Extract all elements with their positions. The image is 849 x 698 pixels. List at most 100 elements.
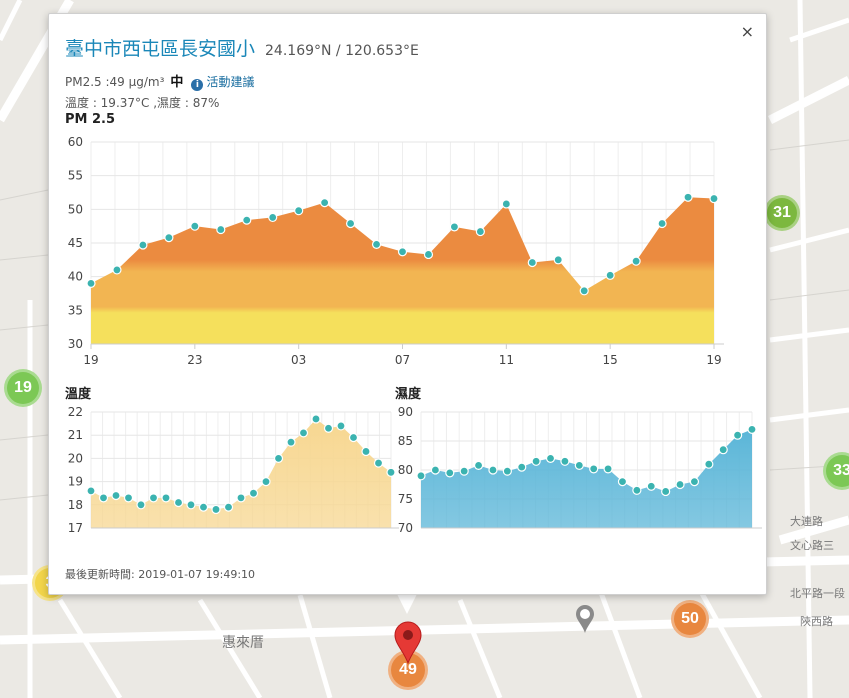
data-point <box>416 471 426 481</box>
data-point <box>190 221 200 231</box>
pm25-chart: 30 35 40 45 50 55 60 19 23 03 07 11 15 19 <box>68 135 724 367</box>
data-point <box>675 479 685 490</box>
y-tick-label: 70 <box>398 521 413 535</box>
x-tick-label: 15 <box>603 353 618 367</box>
x-tick-label: 19 <box>706 353 721 367</box>
popup-tail <box>396 592 418 614</box>
y-tick-label: 20 <box>68 451 83 465</box>
data-point <box>423 249 434 260</box>
data-point <box>148 493 159 503</box>
weather-summary: 溫度 : 19.37°C ,濕度 : 87% <box>65 96 220 110</box>
data-point <box>361 446 371 457</box>
aqi-marker[interactable]: 33 <box>823 452 849 490</box>
info-icon[interactable]: i <box>191 79 204 91</box>
data-point <box>173 497 184 508</box>
data-point <box>488 465 498 475</box>
street-label: 大連路 <box>790 515 823 528</box>
data-point <box>164 233 174 243</box>
data-point <box>430 465 440 475</box>
station-coordinates: 24.169°N / 120.653°E <box>265 43 419 59</box>
temperature-chart-label: 溫度 <box>65 387 92 402</box>
street-label: 陝西路 <box>800 615 833 628</box>
data-point <box>112 265 122 275</box>
activity-advice-link[interactable]: 活動建議 <box>206 75 255 89</box>
aqi-marker[interactable]: 50 <box>671 600 709 638</box>
data-point <box>198 502 209 512</box>
data-point <box>683 192 693 202</box>
data-point <box>473 460 484 470</box>
data-point <box>704 459 714 469</box>
data-point <box>603 464 613 474</box>
x-tick-label: 19 <box>83 353 98 367</box>
y-tick-label: 80 <box>398 463 413 477</box>
y-tick-label: 45 <box>68 236 83 250</box>
data-point <box>386 467 396 477</box>
data-point <box>268 212 278 223</box>
pm25-value: PM2.5 :49 μg/m³ <box>65 75 165 89</box>
data-point <box>689 476 700 487</box>
data-point <box>502 466 512 476</box>
data-point <box>646 481 656 491</box>
area-series <box>91 197 714 344</box>
data-point <box>371 239 382 249</box>
station-title[interactable]: 臺中市西屯區長安國小 <box>65 38 256 60</box>
data-point <box>161 493 171 503</box>
popup-header: 臺中市西屯區長安國小 24.169°N / 120.653°E <box>65 34 419 61</box>
data-point <box>527 257 537 268</box>
data-point <box>553 255 563 265</box>
data-point <box>545 453 556 464</box>
street-label: 北平路一段 <box>790 587 845 600</box>
x-tick-label: 03 <box>291 353 306 367</box>
data-point <box>242 215 252 225</box>
data-point <box>348 432 359 443</box>
data-point <box>136 500 146 510</box>
data-point <box>86 486 96 496</box>
data-point <box>531 456 541 466</box>
data-point <box>501 199 511 209</box>
close-icon[interactable]: × <box>740 22 754 41</box>
data-point <box>661 486 671 497</box>
data-point <box>123 493 134 503</box>
street-label: 惠來厝 <box>222 635 264 651</box>
aqi-marker[interactable]: 31 <box>764 195 800 231</box>
pm25-summary: PM2.5 :49 μg/m³ 中 i 活動建議 <box>65 71 254 91</box>
temperature-chart: 17 18 19 20 21 22 <box>68 405 399 535</box>
y-tick-label: 85 <box>398 434 413 448</box>
place-marker-icon[interactable] <box>575 604 595 634</box>
y-tick-label: 30 <box>68 337 83 351</box>
last-updated: 最後更新時間: 2019-01-07 19:49:10 <box>65 568 256 581</box>
data-point <box>632 485 642 495</box>
y-tick-label: 21 <box>68 428 83 442</box>
data-point <box>397 247 408 257</box>
data-point <box>320 197 330 208</box>
data-point <box>605 270 615 280</box>
y-tick-label: 40 <box>68 270 83 284</box>
y-tick-label: 17 <box>68 521 83 535</box>
data-point <box>574 460 584 470</box>
aqi-marker[interactable]: 19 <box>4 369 42 407</box>
y-tick-label: 18 <box>68 498 83 512</box>
data-point <box>216 224 226 235</box>
data-point <box>709 193 719 204</box>
data-point <box>273 453 284 464</box>
data-point <box>747 424 757 434</box>
y-tick-label: 75 <box>398 492 413 506</box>
y-tick-label: 55 <box>68 169 83 183</box>
location-pin-icon[interactable] <box>393 620 423 664</box>
data-point <box>86 278 96 288</box>
data-point <box>336 421 346 431</box>
data-point <box>323 423 334 433</box>
data-point <box>718 445 728 455</box>
data-point <box>261 476 271 487</box>
data-point <box>236 493 246 503</box>
y-tick-label: 90 <box>398 405 413 419</box>
street-label: 文心路三 <box>790 539 834 552</box>
pm25-level: 中 <box>170 75 184 90</box>
data-point <box>345 218 356 229</box>
y-tick-label: 60 <box>68 135 83 149</box>
data-point <box>560 456 570 466</box>
data-point <box>373 458 384 468</box>
data-point <box>589 464 599 474</box>
data-point <box>445 468 455 478</box>
data-point <box>459 466 469 476</box>
